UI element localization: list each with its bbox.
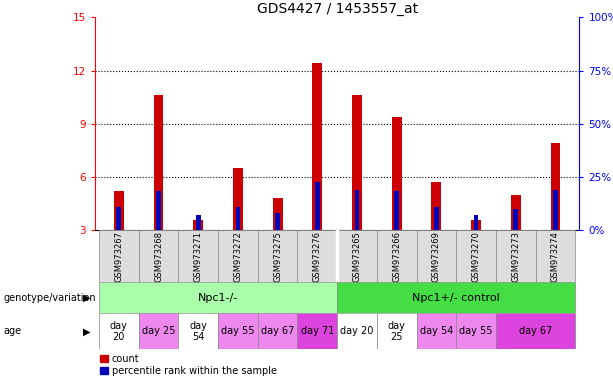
Text: GSM973275: GSM973275 bbox=[273, 231, 282, 282]
Text: day
25: day 25 bbox=[388, 321, 406, 342]
FancyBboxPatch shape bbox=[297, 230, 337, 282]
Bar bbox=[196, 215, 200, 230]
Bar bbox=[315, 182, 320, 230]
FancyBboxPatch shape bbox=[496, 313, 576, 349]
Bar bbox=[471, 220, 481, 230]
FancyBboxPatch shape bbox=[297, 313, 337, 349]
Text: GSM973276: GSM973276 bbox=[313, 231, 322, 282]
Bar bbox=[394, 191, 399, 230]
Text: day 67: day 67 bbox=[261, 326, 294, 336]
Text: GSM973274: GSM973274 bbox=[551, 231, 560, 282]
Bar bbox=[432, 182, 441, 230]
Bar bbox=[474, 215, 479, 230]
Bar bbox=[275, 213, 280, 230]
FancyBboxPatch shape bbox=[536, 230, 576, 282]
Text: day 67: day 67 bbox=[519, 326, 552, 336]
FancyBboxPatch shape bbox=[99, 282, 337, 313]
Bar bbox=[514, 209, 518, 230]
Bar bbox=[233, 168, 243, 230]
FancyBboxPatch shape bbox=[417, 230, 456, 282]
Text: Npc1-/-: Npc1-/- bbox=[198, 293, 238, 303]
Text: age: age bbox=[3, 326, 21, 336]
Bar bbox=[154, 96, 164, 230]
Text: day 20: day 20 bbox=[340, 326, 374, 336]
FancyBboxPatch shape bbox=[337, 313, 377, 349]
FancyBboxPatch shape bbox=[218, 313, 257, 349]
FancyBboxPatch shape bbox=[257, 313, 297, 349]
Bar bbox=[235, 207, 240, 230]
Bar bbox=[354, 190, 359, 230]
Bar bbox=[273, 199, 283, 230]
Text: day 55: day 55 bbox=[459, 326, 493, 336]
Bar bbox=[550, 143, 560, 230]
Text: day 54: day 54 bbox=[420, 326, 453, 336]
Text: genotype/variation: genotype/variation bbox=[3, 293, 96, 303]
Text: day
54: day 54 bbox=[189, 321, 207, 342]
Text: day
20: day 20 bbox=[110, 321, 128, 342]
FancyBboxPatch shape bbox=[456, 230, 496, 282]
FancyBboxPatch shape bbox=[417, 313, 456, 349]
Bar bbox=[193, 220, 203, 230]
Bar bbox=[352, 96, 362, 230]
FancyBboxPatch shape bbox=[178, 230, 218, 282]
Bar bbox=[156, 191, 161, 230]
FancyBboxPatch shape bbox=[139, 230, 178, 282]
FancyBboxPatch shape bbox=[178, 313, 218, 349]
Text: day 71: day 71 bbox=[300, 326, 334, 336]
Text: GSM973267: GSM973267 bbox=[115, 231, 123, 282]
FancyBboxPatch shape bbox=[377, 313, 417, 349]
Bar bbox=[553, 190, 558, 230]
Text: GSM973266: GSM973266 bbox=[392, 231, 401, 282]
Bar bbox=[116, 207, 121, 230]
Bar bbox=[434, 207, 439, 230]
Legend: count, percentile rank within the sample: count, percentile rank within the sample bbox=[100, 354, 276, 376]
FancyBboxPatch shape bbox=[337, 282, 576, 313]
FancyBboxPatch shape bbox=[257, 230, 297, 282]
Text: day 25: day 25 bbox=[142, 326, 175, 336]
Text: Npc1+/- control: Npc1+/- control bbox=[413, 293, 500, 303]
Text: GSM973271: GSM973271 bbox=[194, 231, 203, 282]
Text: ▶: ▶ bbox=[83, 293, 91, 303]
FancyBboxPatch shape bbox=[456, 313, 496, 349]
Text: GSM973270: GSM973270 bbox=[471, 231, 481, 282]
Bar bbox=[511, 195, 520, 230]
FancyBboxPatch shape bbox=[496, 230, 536, 282]
Title: GDS4427 / 1453557_at: GDS4427 / 1453557_at bbox=[257, 2, 417, 16]
FancyBboxPatch shape bbox=[139, 313, 178, 349]
FancyBboxPatch shape bbox=[337, 230, 377, 282]
Text: ▶: ▶ bbox=[83, 326, 91, 336]
Bar bbox=[392, 117, 402, 230]
Text: GSM973269: GSM973269 bbox=[432, 231, 441, 282]
FancyBboxPatch shape bbox=[99, 313, 139, 349]
Text: GSM973265: GSM973265 bbox=[352, 231, 362, 282]
Text: GSM973273: GSM973273 bbox=[511, 231, 520, 282]
FancyBboxPatch shape bbox=[377, 230, 417, 282]
Text: GSM973268: GSM973268 bbox=[154, 231, 163, 282]
Text: GSM973272: GSM973272 bbox=[234, 231, 242, 282]
Text: day 55: day 55 bbox=[221, 326, 254, 336]
FancyBboxPatch shape bbox=[218, 230, 257, 282]
Bar bbox=[114, 191, 124, 230]
FancyBboxPatch shape bbox=[99, 230, 139, 282]
Bar bbox=[313, 63, 322, 230]
